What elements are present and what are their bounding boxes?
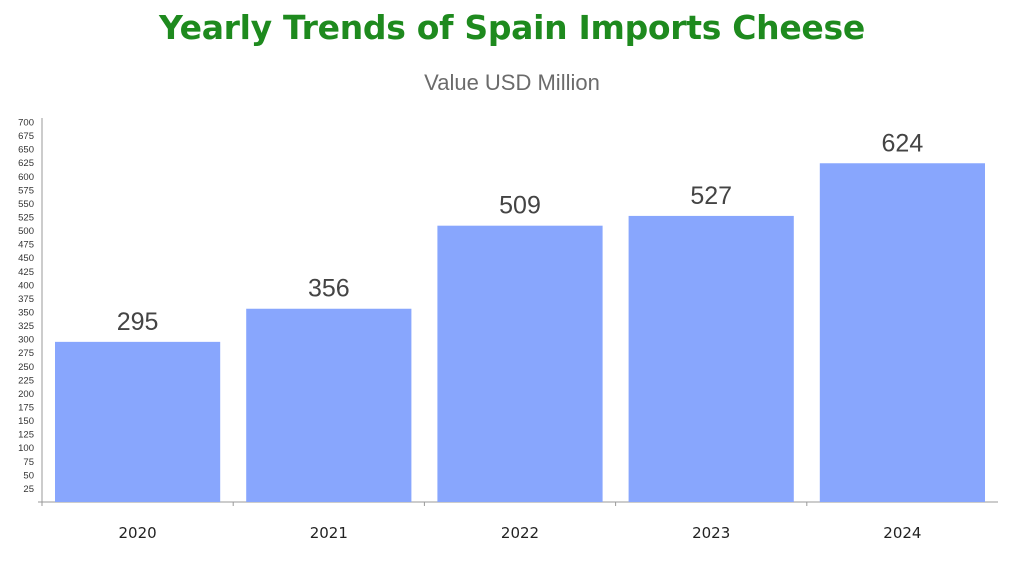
y-tick-label: 700 [18, 118, 34, 129]
x-tick-label: 2024 [883, 524, 921, 542]
bar-2023 [628, 215, 794, 502]
y-tick-label: 275 [18, 348, 34, 359]
data-label-2022: 509 [499, 192, 541, 220]
chart-subtitle: Value USD Million [424, 70, 600, 95]
bar-2020 [55, 341, 221, 502]
bar-2022 [437, 225, 603, 502]
bars [55, 163, 985, 502]
y-tick-label: 100 [18, 443, 34, 454]
y-tick-label: 350 [18, 308, 34, 319]
y-tick-label: 675 [18, 131, 34, 142]
value-labels: 295 356 509 527 624 [117, 129, 924, 336]
y-axis: 25 50 75 100 125 150 175 200 225 250 275 300 325 350 3… [18, 118, 43, 506]
y-tick-label: 450 [18, 253, 34, 264]
y-tick-label: 75 [23, 457, 34, 468]
y-tick-label: 125 [18, 430, 34, 441]
y-tick-label: 50 [23, 470, 34, 481]
y-tick-label: 550 [18, 199, 34, 210]
y-tick-label: 150 [18, 416, 34, 427]
y-tick-label: 375 [18, 294, 34, 305]
y-tick-label: 200 [18, 389, 34, 400]
x-tick-label: 2020 [119, 524, 157, 542]
bar-2024 [819, 163, 985, 502]
y-tick-label: 625 [18, 158, 34, 169]
chart-title: Yearly Trends of Spain Imports Cheese [159, 8, 865, 47]
x-tick-label: 2021 [310, 524, 348, 542]
y-tick-label: 425 [18, 267, 34, 278]
data-label-2023: 527 [690, 182, 732, 210]
y-tick-label: 500 [18, 226, 34, 237]
y-tick-label: 600 [18, 172, 34, 183]
y-tick-label: 225 [18, 375, 34, 386]
y-tick-label: 175 [18, 403, 34, 414]
y-tick-label: 475 [18, 240, 34, 251]
x-axis: 2020 2021 2022 2023 2024 [38, 501, 998, 542]
y-tick-label: 650 [18, 145, 34, 156]
y-tick-label: 250 [18, 362, 34, 373]
data-label-2020: 295 [117, 308, 159, 336]
data-label-2024: 624 [882, 129, 924, 157]
x-tick-label: 2023 [692, 524, 730, 542]
y-tick-label: 25 [23, 484, 34, 495]
data-label-2021: 356 [308, 275, 350, 303]
x-tick-label: 2022 [501, 524, 539, 542]
y-tick-label: 325 [18, 321, 34, 332]
y-tick-label: 300 [18, 335, 34, 346]
y-tick-label: 525 [18, 213, 34, 224]
bar-2021 [246, 308, 412, 502]
y-tick-label: 575 [18, 185, 34, 196]
y-tick-label: 400 [18, 280, 34, 291]
